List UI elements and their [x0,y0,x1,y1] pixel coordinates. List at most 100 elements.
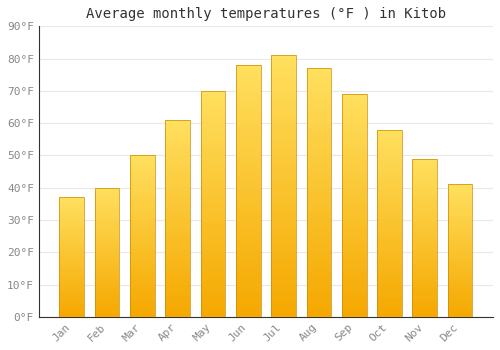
Bar [377,141,402,145]
Bar [200,303,226,308]
Bar [271,103,296,108]
Bar [306,257,331,262]
Bar [94,214,120,216]
Bar [130,188,155,191]
Bar [306,227,331,232]
Bar [306,247,331,252]
Bar [236,135,260,141]
Bar [377,197,402,201]
Bar [412,270,437,273]
Bar [60,267,84,269]
Bar [412,263,437,266]
Bar [342,192,366,197]
Bar [448,253,472,256]
Bar [130,155,155,159]
Bar [94,301,120,304]
Bar [60,229,84,231]
Bar [412,304,437,307]
Bar [271,244,296,249]
Bar [342,303,366,308]
Bar [130,275,155,278]
Bar [236,65,260,317]
Bar [200,253,226,258]
Bar [271,191,296,197]
Bar [200,226,226,231]
Bar [377,178,402,182]
Bar [448,224,472,227]
Bar [236,156,260,161]
Bar [271,202,296,207]
Bar [306,133,331,138]
Bar [448,266,472,269]
Bar [60,233,84,236]
Bar [412,225,437,228]
Bar [130,165,155,168]
Bar [60,286,84,288]
Bar [377,257,402,261]
Bar [60,290,84,293]
Bar [377,309,402,313]
Bar [377,250,402,253]
Bar [94,219,120,221]
Bar [412,165,437,168]
Bar [94,257,120,260]
Bar [166,270,190,273]
Bar [94,242,120,245]
Bar [342,259,366,263]
Bar [166,230,190,234]
Bar [306,202,331,208]
Bar [200,104,226,109]
Bar [130,239,155,243]
Bar [200,154,226,159]
Bar [342,232,366,237]
Bar [271,144,296,149]
Bar [412,159,437,162]
Bar [342,152,366,156]
Bar [306,93,331,98]
Bar [377,175,402,178]
Bar [236,141,260,146]
Bar [166,120,190,317]
Bar [412,174,437,177]
Bar [306,177,331,183]
Bar [236,292,260,297]
Bar [200,222,226,226]
Bar [166,313,190,317]
Bar [271,296,296,301]
Bar [60,271,84,274]
Bar [342,94,366,317]
Bar [271,176,296,181]
Bar [306,163,331,168]
Bar [306,188,331,193]
Bar [130,288,155,291]
Bar [342,130,366,134]
Bar [130,278,155,281]
Bar [271,212,296,217]
Bar [200,240,226,245]
Bar [377,201,402,204]
Bar [236,297,260,302]
Bar [166,203,190,206]
Bar [200,100,226,104]
Bar [94,239,120,242]
Bar [236,251,260,256]
Bar [448,301,472,303]
Bar [94,232,120,234]
Bar [236,125,260,131]
Bar [306,267,331,272]
Bar [166,281,190,285]
Bar [236,307,260,312]
Bar [448,296,472,298]
Bar [306,103,331,108]
Bar [60,224,84,226]
Bar [236,116,260,120]
Bar [448,251,472,253]
Bar [166,167,190,171]
Bar [166,309,190,313]
Bar [200,109,226,113]
Bar [200,91,226,95]
Bar [130,197,155,201]
Bar [377,182,402,186]
Bar [412,206,437,209]
Bar [94,216,120,219]
